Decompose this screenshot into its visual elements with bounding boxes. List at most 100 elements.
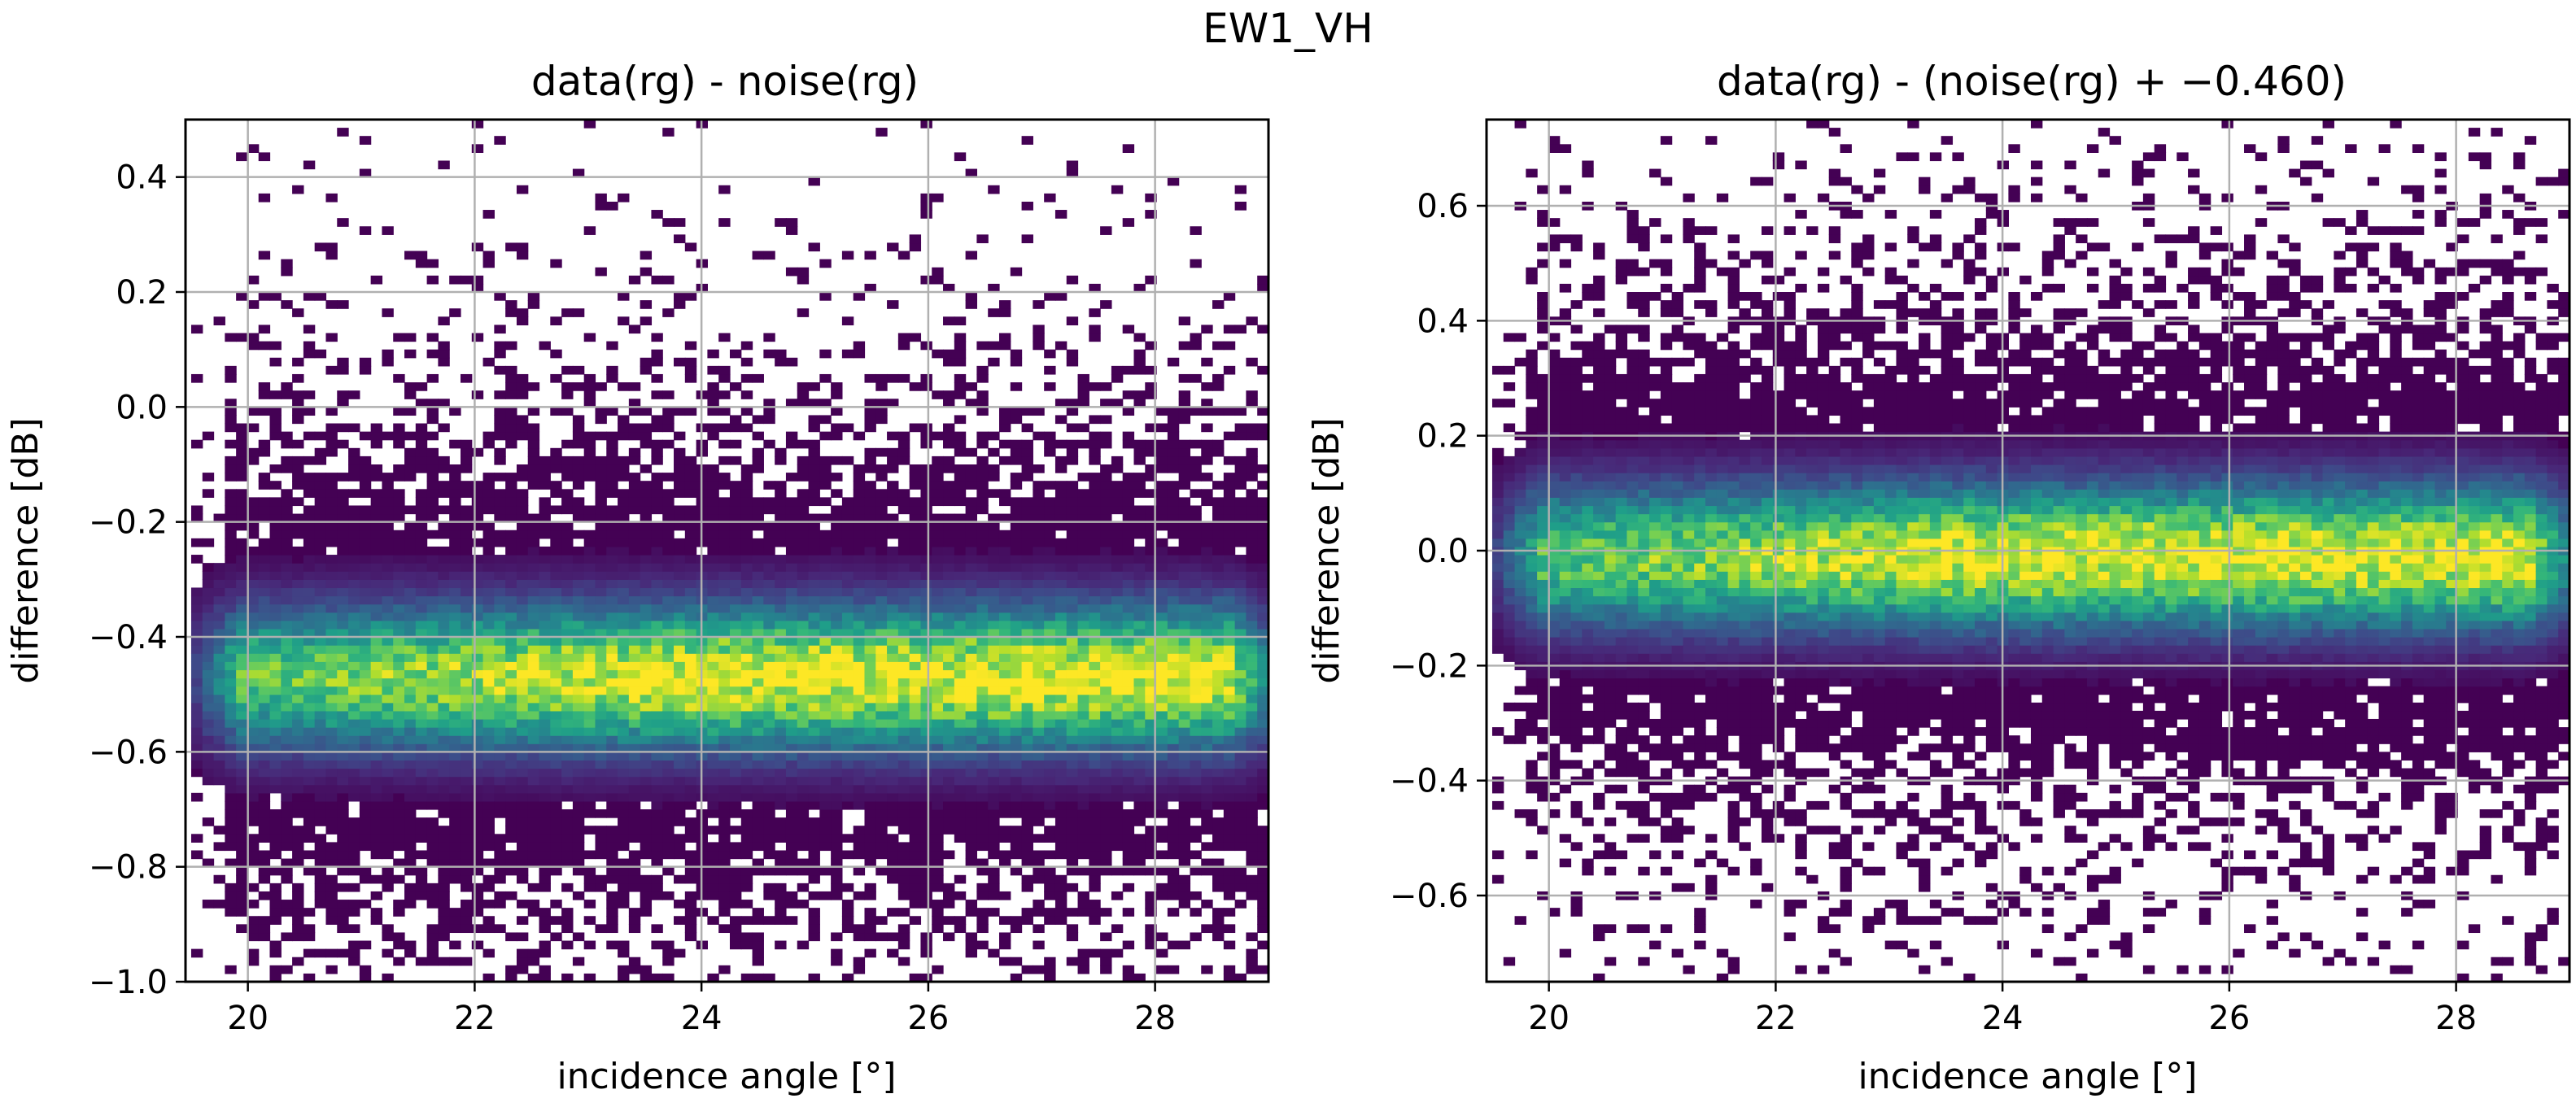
heatmap-cell <box>651 874 663 884</box>
heatmap-cell <box>449 464 461 473</box>
heatmap-cell <box>965 792 978 802</box>
heatmap-cell <box>618 612 630 621</box>
heatmap-cell <box>718 826 731 835</box>
heatmap-cell <box>1077 866 1089 876</box>
heatmap-cell <box>954 834 967 843</box>
heatmap-cell <box>797 571 810 580</box>
heatmap-cell <box>471 571 484 580</box>
heatmap-cell <box>618 473 630 482</box>
heatmap-cell <box>281 489 293 498</box>
heatmap-cell <box>875 473 888 482</box>
heatmap-cell <box>213 669 225 679</box>
heatmap-cell <box>965 251 978 260</box>
heatmap-cell <box>954 373 967 383</box>
heatmap-cell <box>808 637 820 646</box>
heatmap-cell <box>932 464 944 473</box>
heatmap-cell <box>303 661 316 670</box>
heatmap-cell <box>225 489 237 498</box>
heatmap-cell <box>505 768 517 778</box>
heatmap-cell <box>393 612 405 621</box>
heatmap-cell <box>965 530 978 539</box>
heatmap-cell <box>887 373 899 383</box>
heatmap-cell <box>505 866 517 876</box>
heatmap-cell <box>1054 760 1068 769</box>
heatmap-cell <box>292 752 304 761</box>
heatmap-cell <box>1066 800 1079 810</box>
heatmap-cell <box>325 555 338 564</box>
heatmap-cell <box>943 883 955 892</box>
heatmap-cell <box>887 678 899 687</box>
heatmap-cell <box>281 743 293 752</box>
heatmap-cell <box>482 727 495 736</box>
heatmap-cell <box>281 563 293 572</box>
heatmap-cell <box>337 834 349 843</box>
heatmap-cell <box>1111 587 1124 597</box>
heatmap-cell <box>864 546 876 556</box>
heatmap-cell <box>572 645 585 654</box>
heatmap-cell <box>864 423 876 433</box>
heatmap-cell <box>583 431 596 441</box>
heatmap-cell <box>348 686 360 695</box>
heatmap-cell <box>314 513 327 523</box>
heatmap-cell <box>965 678 978 687</box>
heatmap-cell <box>583 645 596 654</box>
heatmap-cell <box>841 727 854 736</box>
heatmap-cell <box>258 439 271 449</box>
heatmap-cell <box>1122 513 1135 523</box>
heatmap-cell <box>527 850 540 860</box>
heatmap-cell <box>438 653 450 662</box>
heatmap-cell <box>595 768 607 778</box>
heatmap-cell <box>382 743 394 752</box>
heatmap-cell <box>1100 555 1112 564</box>
heatmap-cell <box>1100 735 1112 744</box>
heatmap-cell <box>404 390 417 399</box>
heatmap-cell <box>1054 900 1068 909</box>
heatmap-cell <box>1044 891 1056 900</box>
heatmap-cell <box>707 390 719 399</box>
heatmap-cell <box>561 973 574 983</box>
heatmap-cell <box>684 373 697 383</box>
heatmap-cell <box>1066 275 1079 285</box>
heatmap-cell <box>763 735 775 744</box>
heatmap-cell <box>775 357 787 367</box>
heatmap-cell <box>797 834 810 843</box>
heatmap-cell <box>640 538 653 547</box>
heatmap-cell <box>998 661 1011 670</box>
heatmap-cell <box>404 702 417 712</box>
heatmap-cell <box>382 497 394 507</box>
heatmap-cell <box>640 505 653 515</box>
heatmap-cell <box>471 940 484 950</box>
heatmap-cell <box>740 834 753 843</box>
heatmap-cell <box>258 620 271 630</box>
heatmap-cell <box>651 924 663 934</box>
heatmap-cell <box>920 686 932 695</box>
heatmap-cell <box>819 464 832 473</box>
heatmap-cell <box>404 628 417 638</box>
heatmap-cell <box>1054 850 1068 860</box>
heatmap-cell <box>954 653 967 662</box>
heatmap-cell <box>1089 604 1101 613</box>
heatmap-cell <box>314 694 327 704</box>
heatmap-cell <box>618 874 630 884</box>
heatmap-cell <box>281 834 293 843</box>
heatmap-cell <box>909 587 922 597</box>
heatmap-cell <box>527 727 540 736</box>
heatmap-cell <box>438 595 450 605</box>
heatmap-cell <box>684 587 697 597</box>
heatmap-cell <box>415 489 428 498</box>
heatmap-cell <box>618 497 630 507</box>
heatmap-cell <box>415 661 428 670</box>
heatmap-cell <box>225 784 237 794</box>
heatmap-cell <box>662 710 675 720</box>
heatmap-cell <box>527 858 540 868</box>
heatmap-cell <box>965 760 978 769</box>
heatmap-cell <box>505 300 517 309</box>
heatmap-cell <box>449 678 461 687</box>
heatmap-cell <box>247 587 260 597</box>
heatmap-cell <box>943 439 955 449</box>
heatmap-cell <box>707 891 719 900</box>
heatmap-cell <box>943 349 955 359</box>
heatmap-cell <box>1111 595 1124 605</box>
heatmap-cell <box>516 900 529 909</box>
heatmap-cell <box>236 686 248 695</box>
